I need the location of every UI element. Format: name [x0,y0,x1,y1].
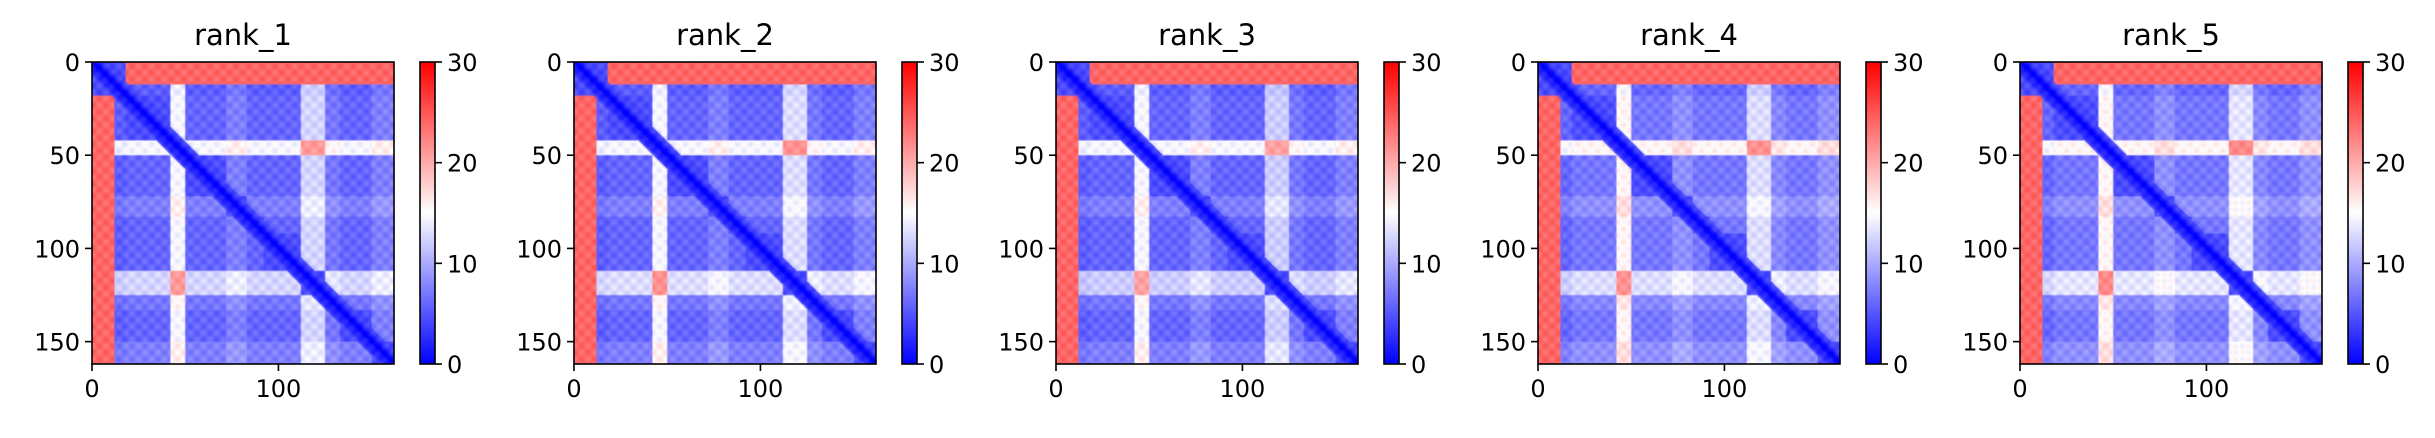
panel-title: rank_2 [676,18,774,52]
colorbar-tick-label: 30 [929,49,960,77]
colorbar-tick-label: 10 [929,250,960,278]
colorbar [420,62,435,364]
heatmap-frame [1055,61,1359,365]
heatmap-image [574,62,876,364]
colorbar-tick-label: 30 [1411,49,1442,77]
colorbar-tick-label: 0 [447,351,462,379]
colorbar-frame [1383,61,1400,365]
y-tick-label: 50 [531,142,562,170]
x-tick-label: 0 [566,375,581,403]
colorbar-tick-label: 10 [1411,250,1442,278]
panel-title: rank_3 [1158,18,1256,52]
colorbar-tick-label: 10 [2375,250,2406,278]
colorbar-tick-label: 0 [2375,351,2390,379]
y-tick-label: 0 [1993,49,2008,77]
colorbar-tick-label: 0 [1411,351,1426,379]
x-tick-label: 100 [2184,375,2230,403]
y-tick-label: 50 [1977,142,2008,170]
panel-title: rank_4 [1640,18,1738,52]
y-tick-label: 0 [547,49,562,77]
heatmap-image [1538,62,1840,364]
colorbar [1384,62,1399,364]
y-tick-label: 0 [1029,49,1044,77]
x-tick-label: 100 [1702,375,1748,403]
y-tick-label: 150 [34,329,80,357]
y-tick-label: 100 [1962,235,2008,263]
x-tick-label: 0 [84,375,99,403]
y-tick-label: 150 [1480,329,1526,357]
colorbar-tick-label: 20 [1411,150,1442,178]
heatmap-image [2020,62,2322,364]
colorbar [2348,62,2363,364]
heatmap-image [92,62,394,364]
colorbar-tick-label: 30 [1893,49,1924,77]
x-tick-label: 100 [256,375,302,403]
panel-title: rank_1 [194,18,292,52]
heatmap-frame [2019,61,2323,365]
y-tick-label: 100 [1480,235,1526,263]
colorbar-tick-label: 20 [1893,150,1924,178]
heatmap-frame [573,61,877,365]
panel-title: rank_5 [2122,18,2220,52]
y-tick-label: 150 [1962,329,2008,357]
x-tick-label: 100 [1220,375,1266,403]
colorbar-tick-label: 30 [2375,49,2406,77]
y-tick-label: 150 [998,329,1044,357]
y-tick-label: 100 [998,235,1044,263]
heatmap-frame [91,61,395,365]
colorbar [1866,62,1881,364]
heatmap-frame [1537,61,1841,365]
colorbar-tick-label: 20 [447,150,478,178]
colorbar-frame [2347,61,2364,365]
colorbar-tick-label: 30 [447,49,478,77]
colorbar-tick-label: 20 [2375,150,2406,178]
y-tick-label: 0 [65,49,80,77]
colorbar-tick-label: 0 [1893,351,1908,379]
colorbar-tick-label: 10 [447,250,478,278]
colorbar-frame [419,61,436,365]
x-tick-label: 0 [1048,375,1063,403]
y-tick-label: 50 [49,142,80,170]
y-tick-label: 50 [1495,142,1526,170]
colorbar-tick-label: 0 [929,351,944,379]
y-tick-label: 0 [1511,49,1526,77]
colorbar-tick-label: 20 [929,150,960,178]
colorbar [902,62,917,364]
colorbar-frame [901,61,918,365]
x-tick-label: 100 [738,375,784,403]
colorbar-tick-label: 10 [1893,250,1924,278]
heatmap-image [1056,62,1358,364]
y-tick-label: 150 [516,329,562,357]
y-tick-label: 100 [516,235,562,263]
x-tick-label: 0 [1530,375,1545,403]
x-tick-label: 0 [2012,375,2027,403]
colorbar-frame [1865,61,1882,365]
y-tick-label: 100 [34,235,80,263]
y-tick-label: 50 [1013,142,1044,170]
